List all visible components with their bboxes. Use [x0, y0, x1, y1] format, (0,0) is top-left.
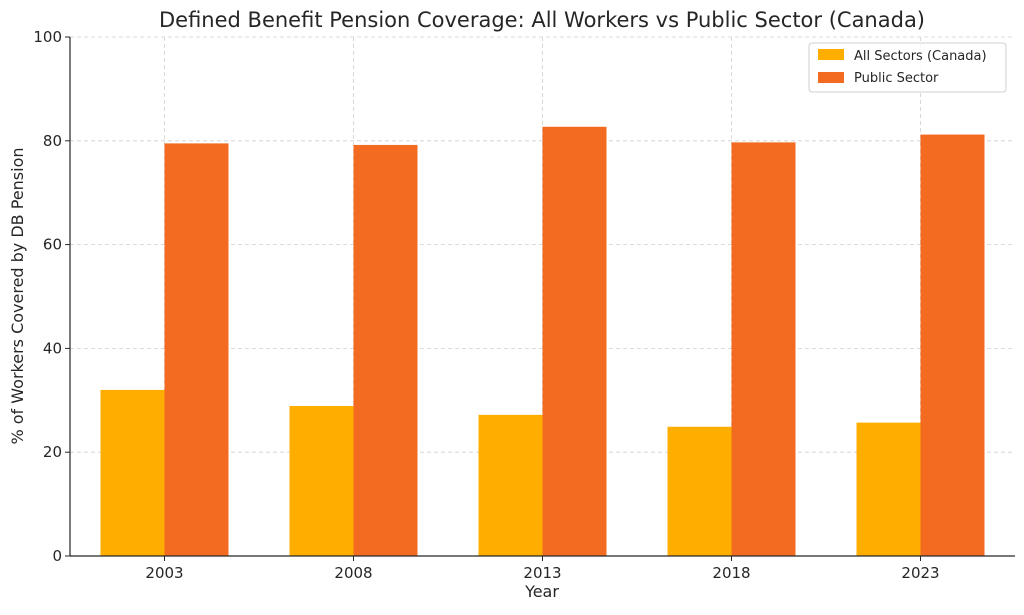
x-tick-label: 2013 — [523, 564, 561, 582]
y-axis-label: % of Workers Covered by DB Pension — [8, 147, 27, 444]
legend-label-public-sector: Public Sector — [854, 71, 939, 86]
bar-all-sectors — [289, 406, 354, 556]
legend-swatch-public-sector — [818, 72, 844, 83]
bar-public-sector — [731, 142, 796, 556]
y-tick-label: 60 — [43, 236, 62, 254]
x-tick-label: 2003 — [145, 564, 183, 582]
bars — [100, 126, 985, 557]
y-tick-label: 100 — [33, 28, 62, 46]
bar-public-sector — [353, 144, 418, 556]
legend-frame — [808, 42, 1007, 93]
y-tick-label: 80 — [43, 132, 62, 150]
bar-all-sectors — [478, 414, 543, 556]
x-tick-label: 2018 — [712, 564, 750, 582]
bar-all-sectors — [100, 389, 165, 556]
y-tick-label: 0 — [52, 547, 62, 565]
y-tick-label: 40 — [43, 339, 62, 357]
x-axis-label: Year — [524, 582, 559, 601]
bar-public-sector — [920, 134, 985, 556]
legend-swatch-all-sectors — [818, 49, 844, 60]
x-tick-label: 2008 — [334, 564, 372, 582]
legend-label-all-sectors: All Sectors (Canada) — [854, 49, 987, 64]
bar-all-sectors — [667, 426, 732, 556]
legend: All Sectors (Canada) Public Sector — [808, 42, 1007, 93]
bar-all-sectors — [856, 422, 921, 556]
chart-title: Defined Benefit Pension Coverage: All Wo… — [159, 8, 925, 32]
bar-public-sector — [164, 143, 229, 556]
x-axis-ticks: 2003 2008 2013 2018 2023 — [145, 556, 940, 582]
bar-public-sector — [542, 126, 607, 557]
x-tick-label: 2023 — [901, 564, 939, 582]
y-axis-ticks: 0 20 40 60 80 100 — [33, 28, 70, 565]
y-tick-label: 20 — [43, 443, 62, 461]
